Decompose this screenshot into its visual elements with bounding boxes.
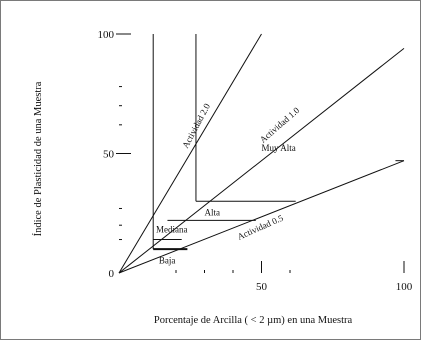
x-tick-label-100: 100	[396, 281, 413, 293]
y-tick-label-0: 0	[109, 268, 115, 280]
region-label-alta: Alta	[205, 208, 221, 218]
activity-label-act-1-0: Actividad 1.0	[258, 105, 302, 145]
lines-layer	[118, 33, 405, 274]
activity-line-act-0-5	[118, 160, 405, 274]
region-label-muy-alta: Muy Alta	[262, 143, 296, 153]
ticks-layer: 0 50 100 50 100	[98, 29, 413, 293]
region-label-mediana: Mediana	[156, 224, 188, 234]
region-label-baja: Baja	[159, 255, 176, 265]
activity-line-act-1-0	[118, 47, 405, 274]
activity-line-act-2-0	[118, 33, 262, 274]
y-tick-label-50: 50	[103, 149, 115, 161]
y-axis-title: Índice de Plasticidad de una Muestra	[32, 81, 44, 236]
y-tick-label-100: 100	[98, 29, 115, 41]
x-axis-title: Porcentaje de Arcilla ( < 2 µm) en una M…	[154, 315, 353, 326]
x-tick-label-50: 50	[256, 281, 268, 293]
